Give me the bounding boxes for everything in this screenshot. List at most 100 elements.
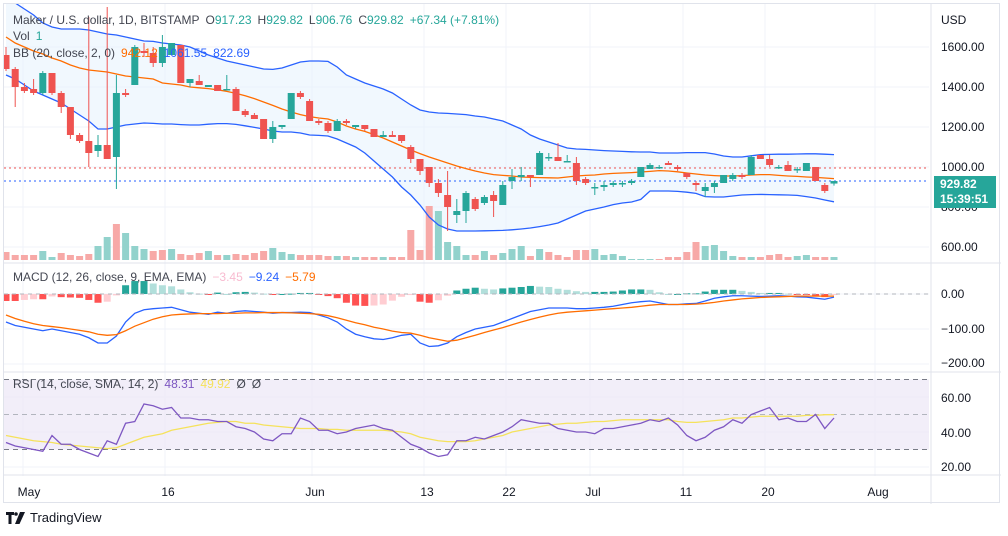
volume-bar — [186, 255, 194, 260]
volume-bar — [361, 257, 369, 260]
volume-bar — [103, 237, 111, 260]
candle-body — [609, 183, 617, 185]
chart-frame: Maker / U.S. dollar, 1D, BITSTAMP O917.23… — [3, 3, 1001, 504]
volume-bar — [306, 255, 314, 260]
candle-body — [729, 175, 737, 179]
candle-body — [20, 87, 28, 91]
macd-histogram-bar — [48, 294, 56, 297]
volume-bar — [609, 254, 617, 260]
macd-histogram-bar — [453, 290, 461, 294]
price-tick: 1200.00 — [941, 120, 985, 134]
macd-histogram-bar — [269, 294, 277, 295]
macd-histogram-bar — [637, 289, 645, 294]
volume-bar — [692, 242, 700, 260]
volume-bar — [747, 257, 755, 260]
volume-bar — [398, 257, 406, 260]
volume-bar — [204, 251, 212, 260]
price-tick: 600.00 — [941, 240, 978, 254]
macd-histogram-bar — [333, 294, 341, 299]
volume-legend[interactable]: Vol 1 — [13, 29, 43, 43]
macd-histogram-bar — [775, 292, 783, 294]
macd-histogram-bar — [168, 286, 176, 294]
rsi-legend[interactable]: RSI (14, close, SMA, 14, 2) 48.31 49.92 Ø Ø — [13, 377, 262, 391]
symbol-title[interactable]: Maker / U.S. dollar, 1D, BITSTAMP — [13, 13, 200, 27]
candle-body — [821, 185, 829, 191]
macd-line-value: −9.24 — [248, 270, 280, 284]
volume-bar — [370, 257, 378, 260]
tradingview-logo-icon — [6, 511, 25, 524]
volume-bar — [720, 251, 728, 260]
candle-body — [710, 183, 718, 187]
volume-bar — [39, 251, 47, 260]
candle-body — [775, 167, 783, 169]
candle-body — [250, 115, 258, 119]
candle-body — [296, 93, 304, 97]
candle-body — [122, 93, 130, 95]
volume-bar — [646, 259, 654, 260]
volume-bar — [674, 257, 682, 260]
bb-basis-line — [5, 36, 835, 180]
candle-body — [57, 93, 65, 107]
volume-bar — [508, 249, 516, 260]
candle-body — [434, 183, 442, 193]
macd-histogram-bar — [517, 287, 525, 294]
macd-histogram-bar — [407, 294, 415, 296]
volume-bar — [66, 255, 74, 260]
volume-bar — [499, 253, 507, 260]
candle-body — [306, 101, 314, 121]
volume-bar — [471, 255, 479, 260]
macd-histogram-bar — [710, 289, 718, 294]
macd-histogram-bar — [20, 294, 28, 300]
volume-bar — [94, 246, 102, 260]
macd-histogram-bar — [499, 288, 507, 294]
candle-body — [112, 93, 120, 157]
time-tick: 11 — [679, 485, 693, 499]
currency-label[interactable]: USD — [941, 13, 967, 27]
volume-bar — [122, 233, 130, 260]
macd-histogram-bar — [361, 294, 369, 306]
volume-bar — [214, 255, 222, 260]
candle-body — [76, 135, 84, 141]
rsi-tick: 20.00 — [941, 460, 972, 474]
macd-histogram-bar — [738, 290, 746, 294]
volume-bar — [756, 257, 764, 260]
volume-bar — [250, 253, 258, 260]
volume-bar — [637, 259, 645, 260]
macd-histogram-bar — [352, 294, 360, 306]
candle-body — [30, 89, 38, 93]
bb-legend[interactable]: BB (20, close, 2, 0) 942.12 1061.55 822.69 — [13, 46, 250, 60]
high-value: 929.82 — [266, 13, 303, 27]
candle-body — [637, 167, 645, 177]
macd-histogram-bar — [600, 291, 608, 294]
volume-bar — [526, 256, 534, 260]
candle-body — [39, 73, 47, 93]
macd-histogram-bar — [223, 294, 231, 295]
candle-body — [572, 163, 580, 181]
volume-bar — [287, 254, 295, 260]
macd-histogram-bar — [57, 294, 65, 298]
macd-histogram-bar — [85, 294, 93, 300]
macd-legend[interactable]: MACD (12, 26, close, 9, EMA, EMA) −3.45 −9… — [13, 270, 316, 284]
rsi-tick: 60.00 — [941, 391, 972, 405]
volume-bar — [480, 251, 488, 260]
macd-histogram-bar — [76, 294, 84, 298]
volume-bar — [600, 255, 608, 260]
time-tick: Jun — [305, 485, 325, 499]
candle-body — [379, 135, 387, 137]
candle-body — [407, 147, 415, 159]
candle-body — [177, 45, 185, 83]
candle-body — [701, 187, 709, 191]
macd-histogram-bar — [158, 285, 166, 294]
volume-bar — [784, 257, 792, 260]
chart-canvas[interactable] — [4, 4, 1001, 504]
price-tick: 1600.00 — [941, 40, 985, 54]
macd-histogram-bar — [204, 294, 212, 295]
candle-body — [490, 195, 498, 201]
candle-body — [4, 55, 10, 69]
macd-histogram-bar — [554, 288, 562, 294]
candle-body — [508, 177, 516, 181]
candle-body — [324, 123, 332, 131]
tradingview-logo[interactable]: TradingView — [6, 510, 102, 525]
volume-bar — [379, 257, 387, 260]
volume-bar — [738, 257, 746, 260]
